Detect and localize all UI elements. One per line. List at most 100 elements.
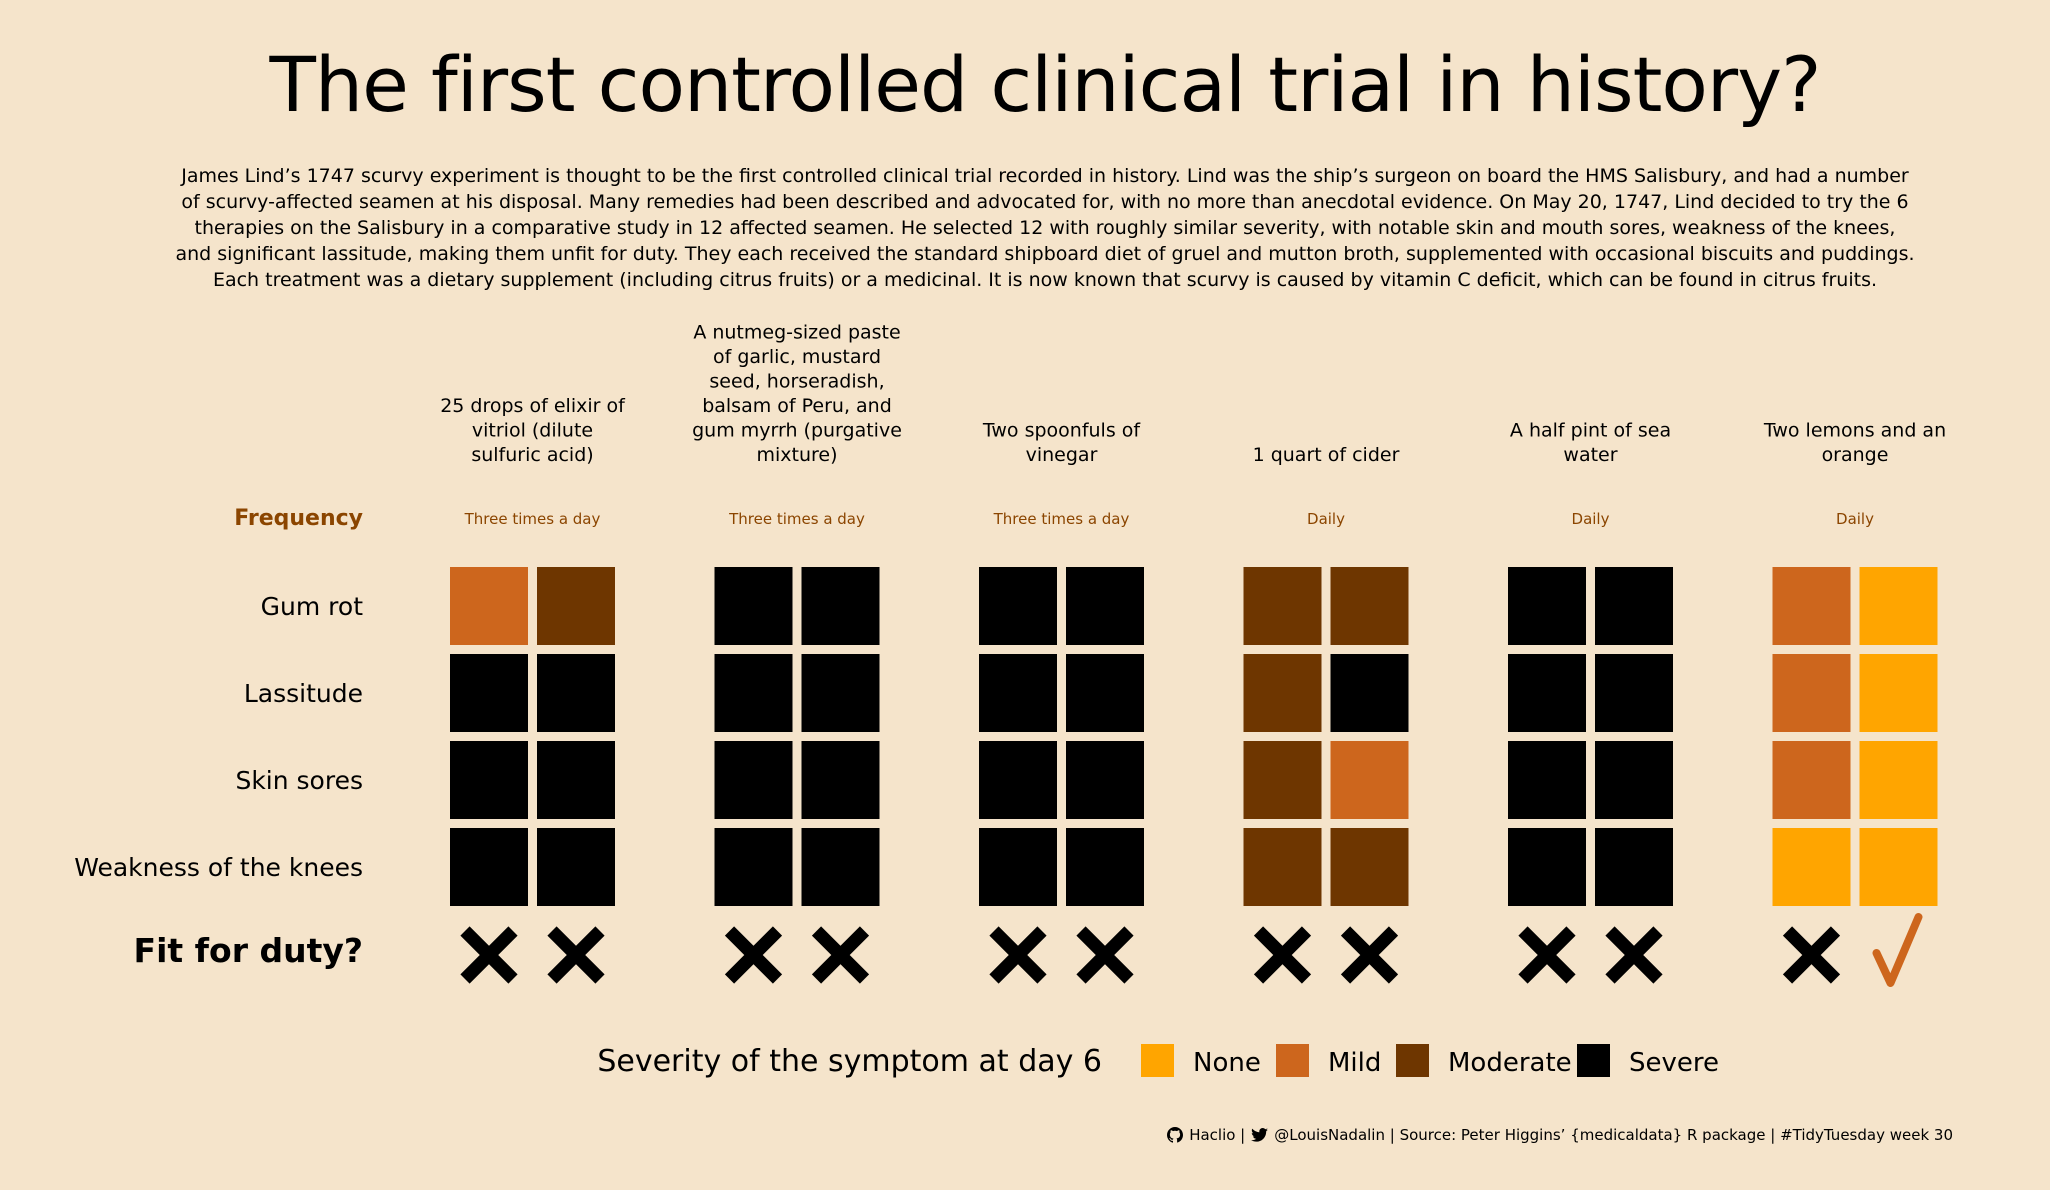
legend-swatch xyxy=(1141,1044,1174,1077)
severity-cell xyxy=(1508,567,1586,645)
severity-cell xyxy=(1595,828,1673,906)
unfit-cross-mark xyxy=(1518,926,1576,984)
severity-cell xyxy=(801,654,880,732)
unfit-cross-mark xyxy=(989,926,1047,984)
treatment-label: 1 quart of cider xyxy=(1253,444,1400,466)
severity-cell xyxy=(450,654,528,732)
fit-check-mark xyxy=(1872,913,1923,987)
treatment-label: water xyxy=(1563,444,1617,466)
severity-cell xyxy=(1243,741,1322,819)
severity-cell xyxy=(1595,567,1673,645)
treatment-label: gum myrrh (purgative xyxy=(692,420,902,442)
twitter-icon[interactable] xyxy=(1251,1128,1269,1142)
legend-title: Severity of the symptom at day 6 xyxy=(597,1044,1102,1079)
severity-cell xyxy=(979,567,1057,645)
severity-cell xyxy=(801,741,880,819)
footer: Haclio | @LouisNadalin | Source: Peter H… xyxy=(1167,1126,1953,1144)
severity-cell xyxy=(1508,828,1586,906)
severity-cell xyxy=(537,741,615,819)
github-icon[interactable] xyxy=(1167,1127,1184,1143)
severity-cell xyxy=(1508,654,1586,732)
treatment-label: 25 drops of elixir of xyxy=(440,395,626,417)
legend-swatch xyxy=(1276,1044,1309,1077)
severity-cell xyxy=(1859,741,1938,819)
severity-cell xyxy=(1066,567,1144,645)
treatment-label: seed, horseradish, xyxy=(709,371,884,393)
symptom-label: Weakness of the knees xyxy=(74,853,363,882)
severity-cell xyxy=(1772,741,1851,819)
severity-cell xyxy=(1859,828,1938,906)
severity-cell xyxy=(1330,567,1409,645)
severity-cell xyxy=(1243,567,1322,645)
treatment-label: mixture) xyxy=(756,444,837,466)
severity-cell xyxy=(1066,828,1144,906)
symptom-label: Skin sores xyxy=(235,766,363,795)
severity-cell xyxy=(801,828,880,906)
treatment-label: sulfuric acid) xyxy=(471,444,593,466)
severity-cell xyxy=(1243,654,1322,732)
footer-credits: @LouisNadalin | Source: Peter Higgins’ {… xyxy=(1274,1126,1953,1144)
severity-cell xyxy=(1595,654,1673,732)
severity-cell xyxy=(1859,567,1938,645)
severity-cell xyxy=(450,567,528,645)
severity-cell xyxy=(801,567,880,645)
treatment-label: vitriol (dilute xyxy=(472,420,593,442)
severity-cell xyxy=(537,654,615,732)
frequency-value: Daily xyxy=(1307,510,1345,528)
frequency-value: Three times a day xyxy=(728,510,865,528)
unfit-cross-mark xyxy=(1253,926,1312,984)
treatment-label: of garlic, mustard xyxy=(713,346,881,368)
treatment-label: A nutmeg-sized paste xyxy=(693,322,900,344)
legend-swatch xyxy=(1396,1044,1429,1077)
severity-cell xyxy=(1772,654,1851,732)
legend-label: Moderate xyxy=(1448,1048,1572,1078)
severity-cell xyxy=(979,654,1057,732)
severity-cell xyxy=(1330,741,1409,819)
intro-paragraph: James Lind’s 1747 scurvy experiment is t… xyxy=(175,165,1915,291)
severity-cell xyxy=(450,828,528,906)
severity-cell xyxy=(979,828,1057,906)
unfit-cross-mark xyxy=(1076,926,1134,984)
frequency-label: Frequency xyxy=(234,506,363,531)
frequency-value: Daily xyxy=(1572,510,1610,528)
severity-cell xyxy=(1243,828,1322,906)
severity-cell xyxy=(1772,567,1851,645)
unfit-cross-mark xyxy=(811,926,870,984)
unfit-cross-mark xyxy=(1605,926,1663,984)
severity-cell xyxy=(979,741,1057,819)
severity-cell xyxy=(714,741,793,819)
treatment-label: A half pint of sea xyxy=(1510,420,1671,442)
severity-cell xyxy=(1066,654,1144,732)
severity-cell xyxy=(1772,828,1851,906)
frequency-value: Three times a day xyxy=(464,510,601,528)
severity-cell xyxy=(450,741,528,819)
severity-cell xyxy=(1066,741,1144,819)
frequency-value: Daily xyxy=(1836,510,1874,528)
severity-cell xyxy=(714,654,793,732)
chart-title: The first controlled clinical trial in h… xyxy=(269,40,1821,129)
legend-label: None xyxy=(1193,1048,1261,1078)
symptom-label: Lassitude xyxy=(244,679,363,708)
severity-cell xyxy=(1595,741,1673,819)
severity-cell xyxy=(1330,828,1409,906)
unfit-cross-mark xyxy=(1782,926,1841,984)
footer-github[interactable]: Haclio | xyxy=(1189,1126,1246,1144)
treatment-label: vinegar xyxy=(1026,444,1098,466)
treatment-label: Two spoonfuls of xyxy=(982,420,1141,442)
severity-cell xyxy=(537,828,615,906)
unfit-cross-mark xyxy=(1340,926,1399,984)
fit-for-duty-label: Fit for duty? xyxy=(134,931,363,970)
severity-cell xyxy=(714,828,793,906)
treatment-label: Two lemons and an xyxy=(1763,420,1946,442)
frequency-value: Three times a day xyxy=(993,510,1130,528)
severity-cell xyxy=(1508,741,1586,819)
severity-cell xyxy=(714,567,793,645)
unfit-cross-mark xyxy=(724,926,783,984)
legend-label: Severe xyxy=(1629,1048,1719,1078)
legend-label: Mild xyxy=(1328,1048,1381,1078)
severity-cell xyxy=(1330,654,1409,732)
unfit-cross-mark xyxy=(460,926,518,984)
legend-swatch xyxy=(1577,1044,1610,1077)
symptom-label: Gum rot xyxy=(261,592,364,621)
